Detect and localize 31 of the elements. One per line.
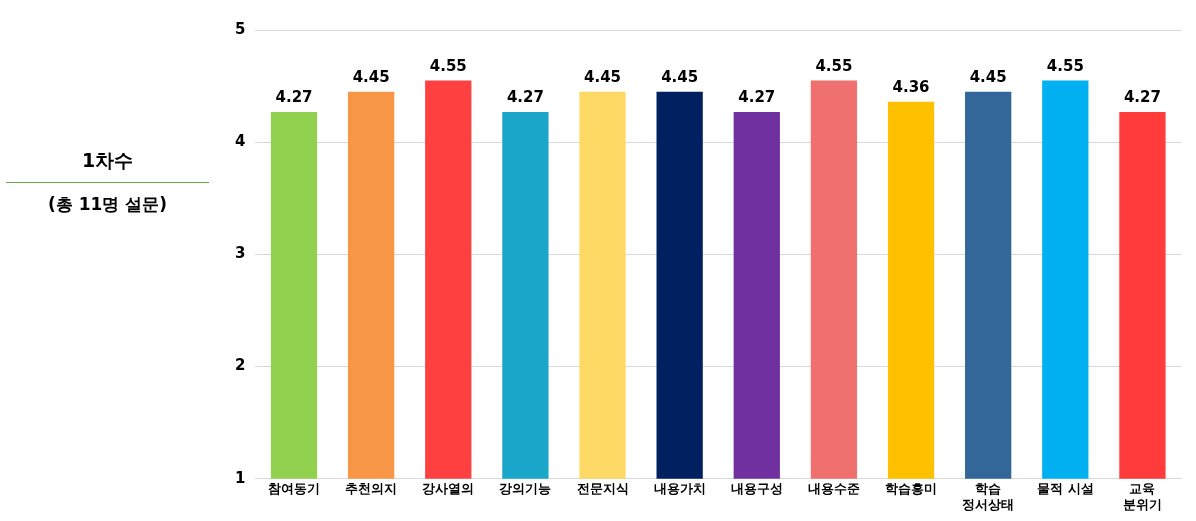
x-tick-label: 강의기능 bbox=[499, 480, 552, 496]
x-tick-label: 강사열의 bbox=[422, 480, 475, 496]
y-tick-label: 1 bbox=[235, 468, 246, 487]
data-label: 4.27 bbox=[275, 88, 313, 107]
x-tick-label: 내용수준 bbox=[807, 480, 860, 496]
x-tick-label: 내용가치 bbox=[653, 480, 706, 496]
data-label: 4.27 bbox=[1123, 88, 1161, 107]
data-label: 4.36 bbox=[892, 78, 930, 97]
x-tick-label: 학습 정서상태 bbox=[962, 480, 1015, 512]
x-tick-label: 추천의지 bbox=[345, 480, 398, 496]
data-label: 4.45 bbox=[352, 68, 390, 87]
y-tick-label: 2 bbox=[235, 356, 246, 375]
data-label: 4.55 bbox=[815, 56, 853, 75]
y-tick-label: 4 bbox=[235, 132, 246, 151]
x-tick-label: 학습흥미 bbox=[885, 480, 938, 496]
y-tick-label: 3 bbox=[235, 244, 246, 263]
data-label: 4.55 bbox=[429, 56, 467, 75]
data-label: 4.27 bbox=[738, 88, 776, 107]
data-label: 4.45 bbox=[969, 68, 1007, 87]
data-label: 4.27 bbox=[506, 88, 544, 107]
x-tick-label: 내용구성 bbox=[730, 480, 783, 496]
data-label: 4.45 bbox=[661, 68, 699, 87]
x-tick-label: 전문지식 bbox=[576, 480, 629, 496]
x-tick-label: 물적 시설 bbox=[1037, 480, 1094, 496]
data-label: 4.45 bbox=[584, 68, 622, 87]
text: 1차수 bbox=[80, 148, 135, 173]
x-tick-label: 참여동기 bbox=[268, 480, 320, 496]
text: (총 11명 설문) bbox=[46, 193, 168, 216]
y-tick-label: 5 bbox=[235, 19, 246, 38]
x-tick-label: 교육 분위기 bbox=[1122, 480, 1162, 512]
data-label: 4.55 bbox=[1046, 56, 1084, 75]
